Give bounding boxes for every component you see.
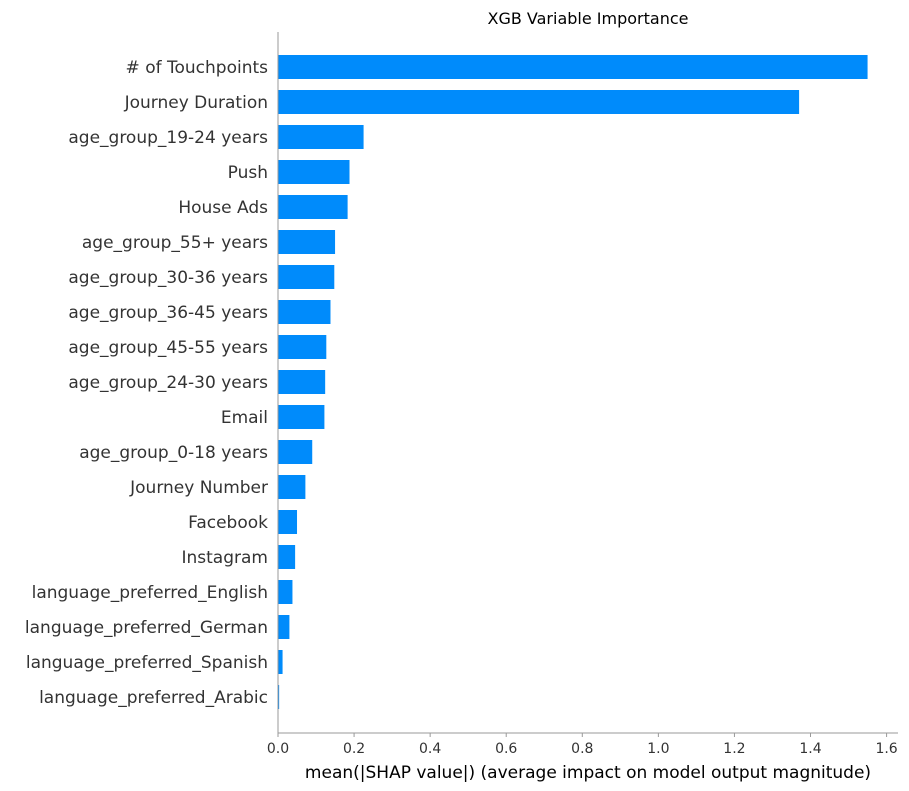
bar — [278, 160, 350, 184]
bar — [278, 55, 868, 79]
x-tick-label: 0.4 — [419, 741, 441, 757]
x-ticks-group: 0.0 0.2 0.4 0.6 0.8 1.0 1.2 1.4 1.6 — [267, 733, 898, 757]
chart-title: XGB Variable Importance — [488, 9, 689, 28]
category-label: language_preferred_English — [32, 583, 268, 603]
category-labels-group: # of Touchpoints Journey Duration age_grou… — [25, 58, 268, 708]
category-label: age_group_45-55 years — [68, 338, 268, 358]
category-label: Journey Duration — [124, 93, 268, 113]
bar — [278, 265, 335, 289]
category-label: Journey Number — [129, 478, 268, 498]
x-tick-label: 0.2 — [343, 741, 365, 757]
category-label: Instagram — [182, 548, 269, 568]
category-label: age_group_19-24 years — [68, 128, 268, 148]
category-label: age_group_36-45 years — [68, 303, 268, 323]
bar — [278, 510, 298, 534]
category-label: House Ads — [178, 198, 268, 218]
category-label: Email — [221, 408, 268, 428]
bar — [278, 475, 306, 499]
bar — [278, 545, 296, 569]
bar — [278, 230, 336, 254]
bar — [278, 335, 327, 359]
category-label: age_group_24-30 years — [68, 373, 268, 393]
x-tick-label: 0.8 — [571, 741, 593, 757]
category-label: Push — [228, 163, 268, 183]
x-tick-label: 1.0 — [647, 741, 669, 757]
bar — [278, 615, 290, 639]
x-axis-label: mean(|SHAP value|) (average impact on mo… — [305, 763, 871, 783]
x-tick-label: 1.2 — [723, 741, 745, 757]
bar — [278, 580, 293, 604]
bar — [278, 650, 283, 674]
category-label: Facebook — [188, 513, 268, 533]
category-label: language_preferred_German — [25, 618, 268, 638]
category-label: language_preferred_Arabic — [39, 688, 268, 708]
bar — [278, 195, 348, 219]
category-label: age_group_0-18 years — [79, 443, 268, 463]
category-label: age_group_55+ years — [82, 233, 268, 253]
bar — [278, 125, 364, 149]
category-label: language_preferred_Spanish — [26, 653, 268, 673]
x-tick-label: 0.6 — [495, 741, 517, 757]
bars-group — [278, 55, 868, 709]
bar — [278, 685, 280, 709]
x-tick-label: 1.6 — [875, 741, 897, 757]
category-label: # of Touchpoints — [126, 58, 269, 78]
bar — [278, 405, 325, 429]
x-tick-label: 1.4 — [799, 741, 821, 757]
bar — [278, 300, 331, 324]
bar — [278, 90, 800, 114]
x-tick-label: 0.0 — [267, 741, 289, 757]
bar — [278, 440, 313, 464]
category-label: age_group_30-36 years — [68, 268, 268, 288]
bar — [278, 370, 326, 394]
